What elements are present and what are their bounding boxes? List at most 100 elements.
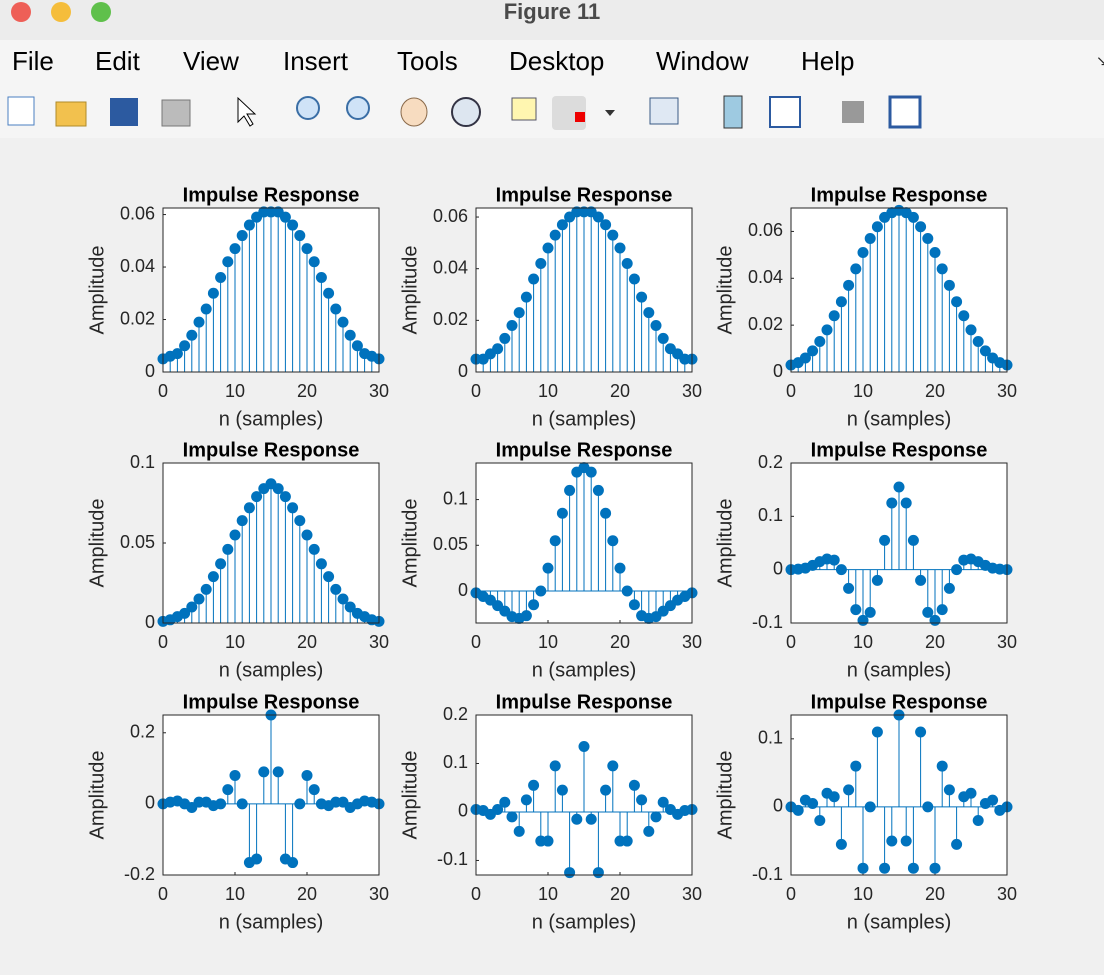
stem-marker [650, 811, 662, 823]
stem-marker [900, 835, 912, 847]
x-tick-label: 10 [538, 632, 558, 652]
subplot-title: Impulse Response [811, 184, 988, 206]
stem-marker [236, 230, 248, 242]
open-icon[interactable] [55, 101, 87, 127]
stem-marker [821, 324, 833, 336]
stem-marker [621, 585, 633, 597]
stem-marker [907, 211, 919, 223]
y-tick-label: 0.05 [433, 534, 468, 554]
x-tick-label: 30 [997, 632, 1017, 652]
stem-marker [222, 784, 234, 796]
stem-marker [871, 574, 883, 586]
x-tick-label: 0 [471, 632, 481, 652]
legend-icon[interactable] [769, 96, 801, 128]
stem-marker [542, 242, 554, 254]
stem-marker [542, 835, 554, 847]
stem-marker [243, 502, 255, 514]
zoom-out-icon[interactable] [346, 96, 370, 120]
y-tick-label: 0 [458, 580, 468, 600]
menu-item[interactable]: Help [801, 46, 854, 76]
print-icon[interactable] [161, 99, 191, 127]
x-tick-label: 10 [853, 632, 873, 652]
save-icon[interactable] [110, 98, 138, 126]
x-tick-label: 30 [997, 381, 1017, 401]
new-icon[interactable] [7, 96, 35, 126]
stem-marker [344, 329, 356, 341]
x-axis-label: n (samples) [847, 408, 951, 430]
stem-marker [330, 303, 342, 315]
stem-marker [535, 258, 547, 270]
y-tick-label: 0.04 [433, 257, 468, 277]
menu-item[interactable]: Insert [283, 46, 349, 76]
stem-marker [965, 324, 977, 336]
menu-item[interactable]: Tools [397, 46, 458, 76]
axes-box [162, 714, 380, 876]
y-tick-label: 0.1 [443, 752, 468, 772]
stem-marker [886, 497, 898, 509]
y-tick-label: 0.1 [443, 488, 468, 508]
brush-color [575, 112, 585, 122]
stem-marker [807, 798, 819, 810]
zoom-button[interactable] [91, 2, 111, 22]
pan-icon[interactable] [400, 97, 428, 127]
menu-item[interactable]: Window [656, 46, 749, 76]
menu-item[interactable]: Edit [95, 46, 141, 76]
menu-item[interactable]: View [183, 46, 239, 76]
stem-marker [542, 562, 554, 574]
stem-marker [272, 483, 284, 495]
stem-marker [864, 606, 876, 618]
axes-box [475, 207, 693, 373]
stem-marker [229, 769, 241, 781]
x-tick-label: 30 [682, 632, 702, 652]
dock-icon[interactable] [888, 95, 922, 129]
link-icon[interactable] [649, 97, 679, 125]
stem-marker [614, 242, 626, 254]
brush-menu[interactable] [605, 110, 615, 116]
menu-item[interactable]: Desktop [509, 46, 604, 76]
hide-tools-icon[interactable] [842, 101, 864, 123]
axes-box [162, 207, 380, 373]
y-tick-label: 0 [458, 801, 468, 821]
stem-marker [528, 599, 540, 611]
stem-marker [528, 273, 540, 285]
stem-marker [628, 779, 640, 791]
stem-marker [843, 279, 855, 291]
stem-marker [857, 862, 869, 874]
minimize-button[interactable] [51, 2, 71, 22]
rotate-icon[interactable] [451, 97, 481, 127]
y-tick-label: 0.1 [758, 728, 783, 748]
x-tick-label: 20 [610, 884, 630, 904]
stem-marker [799, 352, 811, 364]
x-tick-label: 0 [471, 381, 481, 401]
subplot: Impulse Response n (samples) Amplitude 0 10 2… [714, 691, 1017, 933]
x-axis-label: n (samples) [219, 408, 323, 430]
x-tick-label: 20 [297, 381, 317, 401]
pointer-icon[interactable] [237, 96, 257, 127]
stem-marker [287, 502, 299, 514]
zoom-in-icon[interactable] [296, 96, 320, 120]
stem-marker [215, 558, 227, 570]
x-tick-label: 30 [369, 632, 389, 652]
subplot: Impulse Response n (samples) Amplitude 0 10 2… [399, 184, 702, 430]
stem-marker [513, 825, 525, 837]
x-tick-label: 10 [225, 884, 245, 904]
stem-marker [972, 336, 984, 348]
subplot-title: Impulse Response [496, 184, 673, 206]
menu-item[interactable]: File [12, 46, 54, 76]
datatip-icon[interactable] [511, 97, 537, 121]
close-button[interactable] [11, 2, 31, 22]
subplot-title: Impulse Response [183, 691, 360, 713]
menu-overflow[interactable]: ↘ [1096, 53, 1104, 69]
x-axis-label: n (samples) [219, 911, 323, 933]
stem-marker [506, 811, 518, 823]
x-tick-label: 30 [369, 884, 389, 904]
colorbar-icon[interactable] [723, 95, 743, 129]
y-tick-label: 0.04 [120, 256, 155, 276]
stem-marker [807, 345, 819, 357]
stem-marker [929, 247, 941, 259]
y-tick-label: 0.1 [130, 452, 155, 472]
stem-marker [607, 760, 619, 772]
stem-marker [828, 554, 840, 566]
stem-marker [492, 343, 504, 355]
x-tick-label: 0 [786, 884, 796, 904]
